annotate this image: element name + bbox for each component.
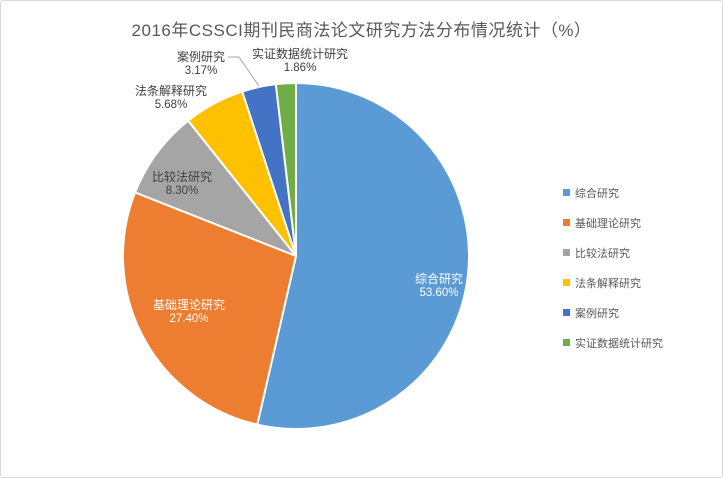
- data-label-value: 27.40%: [169, 313, 209, 325]
- legend-swatch-icon: [563, 279, 570, 286]
- data-label-value: 53.60%: [419, 287, 459, 299]
- leader-line-case-study-research: [228, 56, 260, 87]
- legend-label: 法条解释研究: [575, 277, 641, 290]
- legend-item-basic-theory-research: 基础理论研究: [563, 216, 663, 230]
- data-label-value: 3.17%: [184, 65, 218, 77]
- data-label-statutory-interpretation-research: 法条解释研究 5.68%: [135, 84, 207, 112]
- legend-swatch-icon: [563, 309, 570, 316]
- data-label-value: 8.30%: [165, 185, 199, 197]
- pie-slice-comparative-law-research: [134, 119, 297, 257]
- legend-item-comparative-law-research: 比较法研究: [563, 246, 663, 260]
- legend-label: 综合研究: [575, 187, 619, 200]
- legend-item-empirical-data-statistics-research: 实证数据统计研究: [563, 336, 663, 350]
- data-label-value: 5.68%: [154, 99, 188, 111]
- data-label-basic-theory-research: 基础理论研究 27.40%: [153, 298, 225, 326]
- data-label-comparative-law-research: 比较法研究 8.30%: [152, 170, 212, 198]
- chart-title: 2016年CSSCI期刊民商法论文研究方法分布情况统计（%）: [131, 21, 592, 40]
- legend-swatch-icon: [563, 249, 570, 256]
- pie-slice-comprehensive-research: [256, 82, 470, 430]
- legend-label: 比较法研究: [575, 247, 630, 260]
- data-label-empirical-data-statistics-research: 实证数据统计研究 1.86%: [252, 47, 348, 75]
- pie-slice-empirical-data-statistics-research: [274, 82, 297, 257]
- legend-swatch-icon: [563, 339, 570, 346]
- pie-slices-group: [122, 82, 470, 430]
- legend-item-statutory-interpretation-research: 法条解释研究: [563, 276, 663, 290]
- legend-label: 实证数据统计研究: [575, 337, 663, 350]
- data-label-category: 实证数据统计研究: [251, 47, 349, 61]
- data-label-category: 综合研究: [414, 272, 464, 286]
- data-label-case-study-research: 案例研究 3.17%: [177, 50, 225, 78]
- legend-item-comprehensive-research: 综合研究: [563, 186, 663, 200]
- legend-swatch-icon: [563, 219, 570, 226]
- legend-label: 案例研究: [575, 307, 619, 320]
- legend-label: 基础理论研究: [575, 217, 641, 230]
- legend-swatch-icon: [563, 189, 570, 196]
- data-label-category: 比较法研究: [151, 170, 213, 184]
- data-label-category: 法条解释研究: [134, 84, 208, 98]
- data-label-value: 1.86%: [283, 62, 317, 74]
- data-label-category: 案例研究: [176, 50, 226, 64]
- legend: 综合研究 基础理论研究 比较法研究 法条解释研究 案例研究 实证数据统计研究: [563, 186, 663, 366]
- data-label-comprehensive-research: 综合研究 53.60%: [415, 272, 463, 300]
- pie-slice-basic-theory-research: [122, 191, 297, 426]
- legend-item-case-study-research: 案例研究: [563, 306, 663, 320]
- data-label-category: 基础理论研究: [152, 298, 226, 312]
